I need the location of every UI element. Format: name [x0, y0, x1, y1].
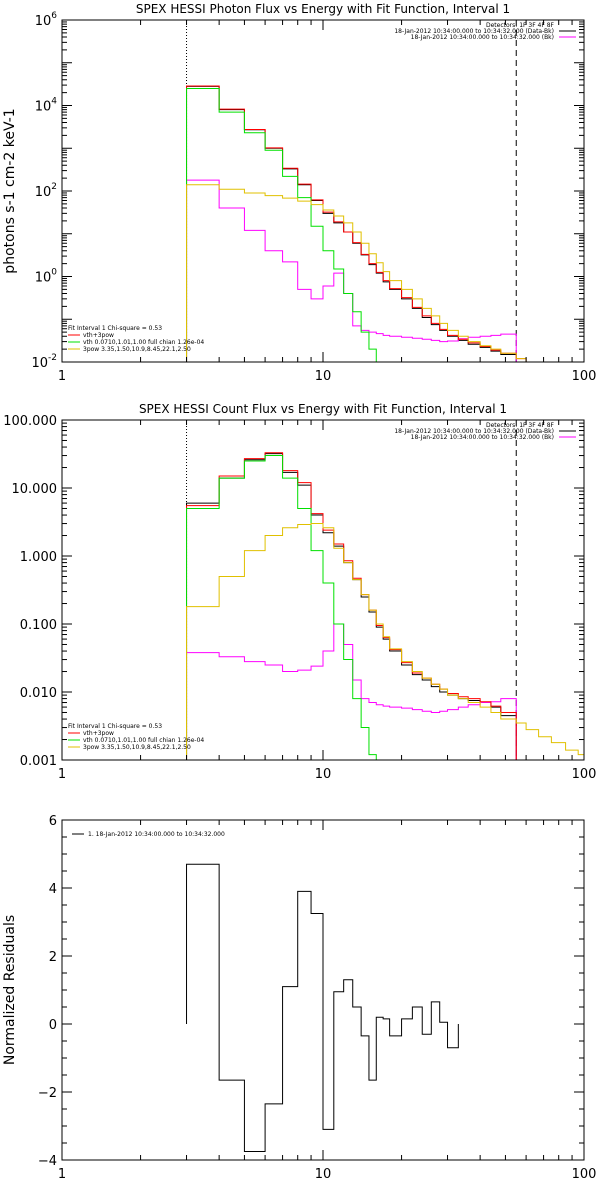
series-vth-3pow-line: [186, 452, 517, 760]
y-tick-label: 10.000: [12, 482, 58, 497]
y-tick-label: 0.010: [20, 686, 57, 701]
legend-label: vth+3pow: [83, 332, 114, 339]
header-line: 18-Jan-2012 10:34:00.000 to 10:34:32.000…: [394, 428, 554, 435]
y-tick-exponent: 4: [51, 97, 57, 107]
plot-frame: [61, 19, 585, 363]
y-tick-exponent: -2: [48, 353, 57, 363]
fit-header: Fit Interval 1 Chi-square = 0.53: [68, 723, 162, 730]
x-tick-label: 100: [572, 369, 597, 384]
y-tick-label: −2: [38, 1086, 57, 1101]
legend-label: 3pow 3.35,1.50,10.9,8.45,22.1,2.50: [83, 346, 191, 353]
y-tick-label: 2: [49, 950, 57, 965]
series-1-18-jan-2012-10-34-00-000-to-10-34-32-000-line: [186, 863, 459, 1152]
y-tick-label: 102: [35, 182, 57, 200]
header-line: Detectors: 1F 3F 4F 8F: [486, 422, 555, 429]
x-tick-label: 1: [58, 767, 66, 782]
series-data-bk-line: [186, 85, 527, 362]
y-tick-label: 6: [49, 814, 57, 829]
y-tick-label: 104: [35, 97, 58, 115]
x-tick-label: 1: [58, 369, 66, 384]
legend-label: 1. 18-Jan-2012 10:34:00.000 to 10:34:32.…: [88, 831, 225, 838]
x-tick-label: 10: [315, 1167, 332, 1182]
y-axis-label: photons s-1 cm-2 keV-1: [2, 108, 18, 273]
legend-label: vth 0.0710,1.01,1.00 full chian 1.26e-04: [83, 737, 204, 744]
y-tick-exponent: 6: [51, 11, 57, 21]
header-line: Detectors: 1F 3F 4F 8F: [486, 22, 555, 29]
y-tick-exponent: 0: [51, 268, 57, 278]
x-tick-label: 10: [315, 369, 332, 384]
y-tick-label: 100: [35, 268, 58, 286]
y-tick-exponent: 2: [51, 182, 57, 192]
y-tick-label: 1.000: [20, 550, 57, 565]
plot-frame: [61, 419, 585, 761]
legend-label: vth+3pow: [83, 730, 114, 737]
plot-area: [186, 863, 459, 1152]
header-line: 18-Jan-2012 10:34:00.000 to 10:34:32.000…: [394, 28, 554, 35]
y-axis-label: Normalized Residuals: [2, 915, 18, 1065]
series-3pow-line: [186, 184, 579, 362]
plot-area: [186, 420, 584, 760]
y-tick-label: −4: [38, 1154, 57, 1169]
x-tick-label: 100: [572, 767, 597, 782]
y-tick-label: 4: [49, 882, 57, 897]
series-vth-line: [186, 87, 384, 362]
header-line: 18-Jan-2012 10:34:00.000 to 10:34:32.000…: [411, 34, 554, 41]
y-tick-label: 0.100: [20, 618, 57, 633]
series-vth-line: [186, 455, 377, 760]
y-tick-label: 0: [49, 1018, 57, 1033]
y-tick-label: 100.000: [3, 414, 57, 429]
series-data-bk-line: [186, 453, 517, 760]
legend-label: vth 0.0710,1.01,1.00 full chian 1.26e-04: [83, 339, 204, 346]
series-bk-line: [186, 179, 527, 362]
y-tick-label: 106: [35, 11, 58, 29]
fit-header: Fit Interval 1 Chi-square = 0.53: [68, 325, 162, 332]
legend-label: 3pow 3.35,1.50,10.9,8.45,22.1,2.50: [83, 744, 191, 751]
y-tick-label: 0.001: [20, 754, 57, 769]
chart-panel-2: SPEX HESSI Count Flux vs Energy with Fit…: [3, 402, 597, 782]
chart-panel-1: SPEX HESSI Photon Flux vs Energy with Fi…: [2, 2, 597, 384]
plot-area: [186, 20, 579, 362]
chart-title: SPEX HESSI Count Flux vs Energy with Fit…: [139, 402, 507, 416]
x-tick-label: 100: [572, 1167, 597, 1182]
series-vth-3pow-line: [186, 85, 527, 362]
series-3pow-line: [186, 523, 584, 760]
y-tick-label: 10-2: [31, 353, 57, 371]
chart-panel-3: 1 10 100 −4 −2 0 2 4 6 Normalized Residuals 1. 18-…: [2, 814, 596, 1182]
header-line: 18-Jan-2012 10:34:00.000 to 10:34:32.000…: [411, 434, 554, 441]
x-tick-label: 1: [58, 1167, 66, 1182]
x-tick-label: 10: [315, 767, 332, 782]
series-bk-line: [186, 623, 527, 760]
chart-title: SPEX HESSI Photon Flux vs Energy with Fi…: [136, 2, 510, 16]
